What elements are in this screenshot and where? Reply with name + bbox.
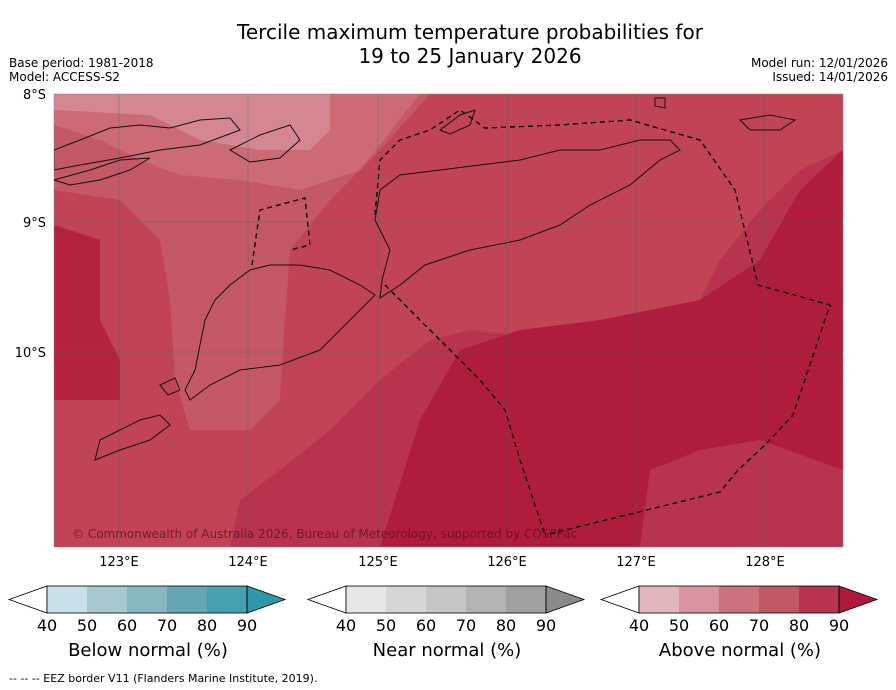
probability-field (54, 94, 843, 547)
colorbar-segment (466, 586, 506, 613)
colorbar-tick-label: 60 (709, 616, 729, 635)
field-small-south (640, 440, 843, 547)
lon-label-126e: 126°E (487, 555, 527, 570)
lat-label-9s: 9°S (23, 216, 46, 231)
colorbar-tick-label: 80 (197, 616, 217, 635)
lon-label-124e: 124°E (228, 555, 268, 570)
graticule (54, 94, 843, 547)
colorbar-segment (87, 586, 127, 613)
colorbar-tick-label: 40 (629, 616, 649, 635)
colorbar-tick-label: 40 (336, 616, 356, 635)
lon-label-123e: 123°E (99, 555, 139, 570)
colorbar-segment (386, 586, 426, 613)
colorbar-above-normal: 40 50 60 70 80 90 (599, 585, 879, 635)
longitude-labels: 123°E 124°E 125°E 126°E 127°E 128°E (99, 555, 785, 570)
run-info: Model run: 12/01/2026 Issued: 14/01/2026 (751, 56, 888, 84)
colorbar-tick-label: 60 (416, 616, 436, 635)
colorbar-arrow-low (599, 585, 640, 614)
colorbar-outline (345, 585, 547, 614)
colorbar-label-near: Near normal (%) (372, 640, 522, 661)
colorbar-segment (47, 586, 87, 613)
colorbar-below-normal: 40 50 60 70 80 90 (7, 585, 287, 635)
colorbar-tick-label: 40 (37, 616, 57, 635)
lon-label-127e: 127°E (616, 555, 656, 570)
base-period: Base period: 1981-2018 (9, 56, 154, 70)
colorbar-segment (127, 586, 167, 613)
colorbar-segment (679, 586, 719, 613)
colorbar-arrow-high (545, 585, 586, 614)
colorbar-tick-label: 90 (829, 616, 849, 635)
colorbar-tick-label: 50 (77, 616, 97, 635)
colorbar-outline (638, 585, 840, 614)
colorbar-tick-label: 60 (117, 616, 137, 635)
colorbar-arrow-low (7, 585, 48, 614)
lon-label-128e: 128°E (745, 555, 785, 570)
colorbar-segment (799, 586, 839, 613)
title-line-1: Tercile maximum temperature probabilitie… (237, 20, 703, 44)
colorbar-tick-label: 80 (496, 616, 516, 635)
colorbar-segment (719, 586, 759, 613)
colorbar-tick-label: 90 (237, 616, 257, 635)
colorbar-arrow-high (838, 585, 879, 614)
colorbar-tick-label: 50 (669, 616, 689, 635)
issued-date: Issued: 14/01/2026 (772, 70, 888, 84)
chart-title: Tercile maximum temperature probabilitie… (0, 20, 896, 68)
colorbar-label-below: Below normal (%) (68, 640, 228, 661)
colorbar-label-above: Above normal (%) (658, 640, 822, 661)
colorbar-near-normal: 40 50 60 70 80 90 (306, 585, 586, 635)
colorbar-segment (346, 586, 386, 613)
colorbar-tick-label: 70 (749, 616, 769, 635)
colorbar-segment (639, 586, 679, 613)
colorbar-segment (426, 586, 466, 613)
colorbar-segment (167, 586, 207, 613)
colorbar-tick-label: 90 (536, 616, 556, 635)
colorbar-segment (506, 586, 546, 613)
colorbar-tick-label: 50 (376, 616, 396, 635)
colorbar-outline (46, 585, 248, 614)
colorbar-tick-label: 70 (456, 616, 476, 635)
model-run-date: Model run: 12/01/2026 (750, 56, 888, 70)
colorbar-segment (207, 586, 247, 613)
lat-label-8s: 8°S (23, 88, 46, 103)
field-high-west (54, 225, 120, 400)
colorbar-arrow-high (246, 585, 287, 614)
colorbar-tick-label: 70 (157, 616, 177, 635)
map-frame (53, 93, 844, 548)
lon-label-125e: 125°E (358, 555, 398, 570)
model-name: Model: ACCESS-S2 (9, 70, 121, 84)
copyright-notice: © Commonwealth of Australia 2026, Bureau… (72, 527, 577, 541)
lat-label-10s: 10°S (15, 346, 46, 361)
title-line-2: 19 to 25 January 2026 (358, 44, 582, 68)
colorbar-tick-label: 80 (789, 616, 809, 635)
colorbar-segment (759, 586, 799, 613)
coastlines (54, 97, 797, 461)
latitude-labels: 8°S 9°S 10°S (15, 88, 46, 361)
eez-legend: -- -- -- EEZ border V11 (Flanders Marine… (9, 672, 318, 685)
model-info: Base period: 1981-2018 Model: ACCESS-S2 (9, 56, 154, 84)
eez-border (251, 109, 831, 536)
colorbar-arrow-low (306, 585, 347, 614)
